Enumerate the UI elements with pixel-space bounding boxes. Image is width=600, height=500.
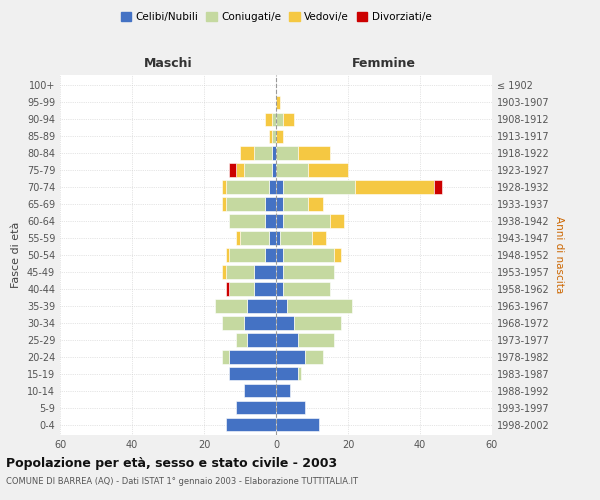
Bar	[236, 164, 244, 176]
Bar	[222, 180, 226, 194]
Bar	[276, 266, 283, 278]
Bar	[226, 198, 265, 210]
Text: Femmine: Femmine	[352, 57, 416, 70]
Bar	[434, 180, 442, 194]
Bar	[280, 232, 312, 244]
Bar	[229, 214, 265, 228]
Bar	[276, 232, 280, 244]
Bar	[215, 300, 247, 312]
Bar	[298, 146, 330, 160]
Text: Maschi: Maschi	[143, 57, 193, 70]
Text: Popolazione per età, sesso e stato civile - 2003: Popolazione per età, sesso e stato civil…	[6, 458, 337, 470]
Bar	[272, 130, 276, 143]
Bar	[305, 350, 323, 364]
Bar	[276, 180, 283, 194]
Bar	[308, 164, 348, 176]
Bar	[276, 367, 298, 380]
Bar	[229, 248, 265, 262]
Bar	[283, 248, 334, 262]
Bar	[265, 248, 276, 262]
Bar	[236, 232, 240, 244]
Bar	[240, 146, 254, 160]
Bar	[276, 401, 305, 414]
Bar	[265, 214, 276, 228]
Bar	[272, 146, 276, 160]
Bar	[276, 300, 287, 312]
Bar	[269, 180, 276, 194]
Bar	[226, 282, 229, 296]
Bar	[276, 146, 298, 160]
Bar	[236, 334, 247, 346]
Bar	[276, 130, 283, 143]
Bar	[222, 266, 226, 278]
Bar	[226, 266, 254, 278]
Bar	[283, 180, 355, 194]
Bar	[276, 198, 283, 210]
Bar	[272, 164, 276, 176]
Bar	[244, 316, 276, 330]
Bar	[298, 334, 334, 346]
Bar	[276, 350, 305, 364]
Y-axis label: Fasce di età: Fasce di età	[11, 222, 21, 288]
Bar	[276, 96, 280, 109]
Bar	[254, 146, 272, 160]
Bar	[254, 266, 276, 278]
Bar	[283, 266, 334, 278]
Bar	[276, 112, 283, 126]
Bar	[276, 316, 294, 330]
Bar	[298, 367, 301, 380]
Y-axis label: Anni di nascita: Anni di nascita	[554, 216, 563, 294]
Bar	[276, 164, 308, 176]
Bar	[283, 112, 294, 126]
Bar	[222, 198, 226, 210]
Bar	[294, 316, 341, 330]
Bar	[269, 130, 272, 143]
Bar	[229, 164, 236, 176]
Bar	[226, 180, 269, 194]
Bar	[222, 316, 244, 330]
Bar	[254, 282, 276, 296]
Bar	[308, 198, 323, 210]
Bar	[244, 384, 276, 398]
Bar	[283, 282, 330, 296]
Text: COMUNE DI BARREA (AQ) - Dati ISTAT 1° gennaio 2003 - Elaborazione TUTTITALIA.IT: COMUNE DI BARREA (AQ) - Dati ISTAT 1° ge…	[6, 478, 358, 486]
Bar	[247, 334, 276, 346]
Bar	[229, 282, 254, 296]
Bar	[330, 214, 344, 228]
Bar	[240, 232, 269, 244]
Bar	[269, 232, 276, 244]
Bar	[236, 401, 276, 414]
Bar	[276, 248, 283, 262]
Legend: Celibi/Nubili, Coniugati/e, Vedovi/e, Divorziati/e: Celibi/Nubili, Coniugati/e, Vedovi/e, Di…	[116, 8, 436, 26]
Bar	[229, 350, 276, 364]
Bar	[287, 300, 352, 312]
Bar	[244, 164, 272, 176]
Bar	[355, 180, 434, 194]
Bar	[276, 384, 290, 398]
Bar	[226, 248, 229, 262]
Bar	[229, 367, 276, 380]
Bar	[312, 232, 326, 244]
Bar	[276, 282, 283, 296]
Bar	[247, 300, 276, 312]
Bar	[283, 198, 308, 210]
Bar	[226, 418, 276, 432]
Bar	[222, 350, 229, 364]
Bar	[276, 334, 298, 346]
Bar	[276, 214, 283, 228]
Bar	[265, 112, 272, 126]
Bar	[265, 198, 276, 210]
Bar	[334, 248, 341, 262]
Bar	[283, 214, 330, 228]
Bar	[272, 112, 276, 126]
Bar	[276, 418, 319, 432]
